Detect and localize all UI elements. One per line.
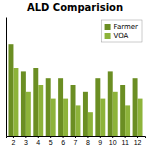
x-tick-label: 4 [36, 139, 40, 146]
bar [95, 78, 100, 136]
x-tick: 6 [61, 136, 65, 146]
bar [46, 78, 51, 136]
series [8, 44, 137, 136]
x-tick-label: 8 [86, 139, 90, 146]
legend-swatch [105, 24, 111, 30]
y-axis-line [6, 18, 7, 137]
bar [76, 105, 81, 136]
x-tick: 5 [49, 136, 53, 146]
x-tick: 3 [24, 136, 28, 146]
x-tick: 8 [86, 136, 90, 146]
x-tick-mark [125, 136, 126, 138]
bar [8, 44, 13, 136]
x-tick: 4 [36, 136, 40, 146]
bar [38, 85, 43, 136]
x-tick-label: 9 [98, 139, 102, 146]
series [13, 68, 142, 136]
x-tick-label: 12 [134, 139, 142, 146]
bar [133, 78, 138, 136]
x-tick-mark [112, 136, 113, 138]
x-tick: 10 [109, 136, 117, 146]
plot: 2 3 4 5 6 7 8 9 10 11 12 FarmerVOA [7, 18, 146, 147]
x-tick-mark [87, 136, 88, 138]
bar [58, 78, 63, 136]
bar [88, 112, 93, 136]
x-tick-label: 2 [11, 139, 15, 146]
bar [63, 99, 68, 136]
x-tick-label: 7 [74, 139, 78, 146]
bar [51, 99, 56, 136]
x-tick-label: 11 [122, 139, 129, 146]
bar [71, 85, 76, 136]
x-tick: 11 [122, 136, 129, 146]
x-tick-label: 6 [61, 139, 65, 146]
x-tick-mark [137, 136, 138, 138]
legend-box [102, 20, 142, 42]
x-tick: 12 [134, 136, 142, 146]
x-tick-mark [25, 136, 26, 138]
legend-item: VOA [105, 32, 129, 40]
bar [108, 71, 113, 136]
x-tick-mark [100, 136, 101, 138]
x-tick: 9 [98, 136, 102, 146]
x-axis: 2 3 4 5 6 7 8 9 10 11 12 [7, 136, 146, 146]
bar [33, 68, 38, 136]
x-tick-label: 5 [49, 139, 53, 146]
x-tick-mark [63, 136, 64, 138]
x-axis-line [7, 137, 146, 139]
bar [83, 92, 88, 136]
title: ALD Comparision [27, 2, 123, 13]
x-tick-mark [75, 136, 76, 138]
bar [113, 92, 118, 136]
bar [120, 85, 125, 136]
x-tick-mark [50, 136, 51, 138]
bar [13, 68, 18, 136]
legend-label: Farmer [114, 23, 139, 31]
x-tick: 7 [74, 136, 78, 146]
y-axis [6, 18, 7, 137]
bar [125, 105, 130, 136]
x-tick-label: 10 [109, 139, 117, 146]
x-tick-label: 3 [24, 139, 28, 146]
legend-swatch [105, 33, 111, 39]
bar [26, 92, 31, 136]
bar [21, 71, 26, 136]
chart: ALD Comparision 2 3 4 5 6 7 8 9 10 11 12 FarmerVOA [0, 0, 150, 150]
legend-item: Farmer [105, 23, 139, 31]
legend: FarmerVOA [102, 20, 142, 42]
x-tick-mark [38, 136, 39, 138]
bar [100, 99, 105, 136]
x-tick: 2 [11, 136, 15, 146]
x-tick-mark [13, 136, 14, 138]
legend-label: VOA [114, 32, 129, 40]
bar [138, 99, 143, 136]
bars [8, 44, 142, 136]
